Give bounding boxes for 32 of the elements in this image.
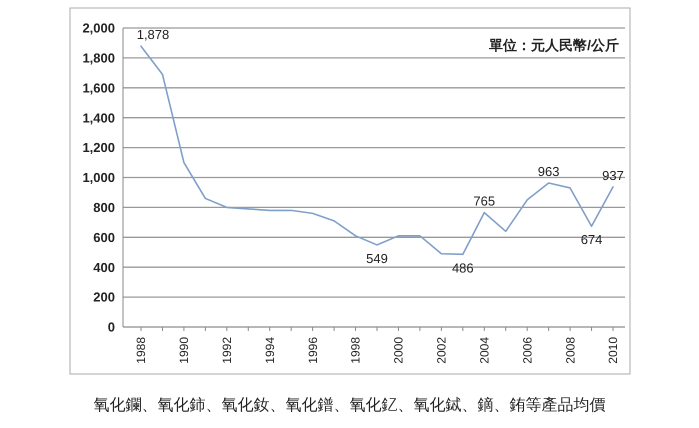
data-label: 486 <box>452 260 474 276</box>
text: 氧化鑭、氧化鈰、氧化釹、氧化鐠、氧化釔、氧化鋱、鏑、銪等產品均價 <box>94 396 606 414</box>
data-label: 674 <box>580 232 602 248</box>
x-tick-label: 1992 <box>220 336 234 364</box>
data-label: 937 <box>602 168 624 183</box>
x-tick-label: 1998 <box>348 336 363 364</box>
y-tick-label: 1,000 <box>82 170 115 186</box>
x-tick-label: 1994 <box>262 336 277 364</box>
data-label: 549 <box>366 250 388 266</box>
y-tick-label: 1,800 <box>82 50 115 66</box>
x-tick-label: 1990 <box>177 336 192 364</box>
annotation: 單位：元人民幣/公斤 <box>488 37 619 53</box>
data-label: 1,878 <box>136 27 170 42</box>
y-tick-label: 0 <box>108 320 115 335</box>
x-tick-label: 2010 <box>606 336 620 364</box>
y-tick-label: 2,000 <box>82 20 115 36</box>
y-tick-label: 800 <box>93 200 115 215</box>
x-tick-label: 2006 <box>520 336 534 364</box>
y-tick-label: 1,200 <box>82 140 115 156</box>
x-tick-label: 1988 <box>134 336 148 364</box>
y-tick-label: 400 <box>93 260 115 275</box>
x-tick-label: 1996 <box>306 336 320 364</box>
y-tick-label: 200 <box>93 290 115 305</box>
x-tick-label: 2004 <box>477 336 492 364</box>
y-tick-label: 600 <box>93 230 115 245</box>
y-tick-label: 1,400 <box>82 110 115 126</box>
x-tick-label: 2002 <box>434 336 449 364</box>
data-label: 765 <box>473 194 496 209</box>
x-tick-label: 2008 <box>563 336 578 364</box>
data-label: 963 <box>538 164 560 180</box>
y-tick-label: 1,600 <box>82 80 115 96</box>
x-tick-label: 2000 <box>392 336 406 364</box>
